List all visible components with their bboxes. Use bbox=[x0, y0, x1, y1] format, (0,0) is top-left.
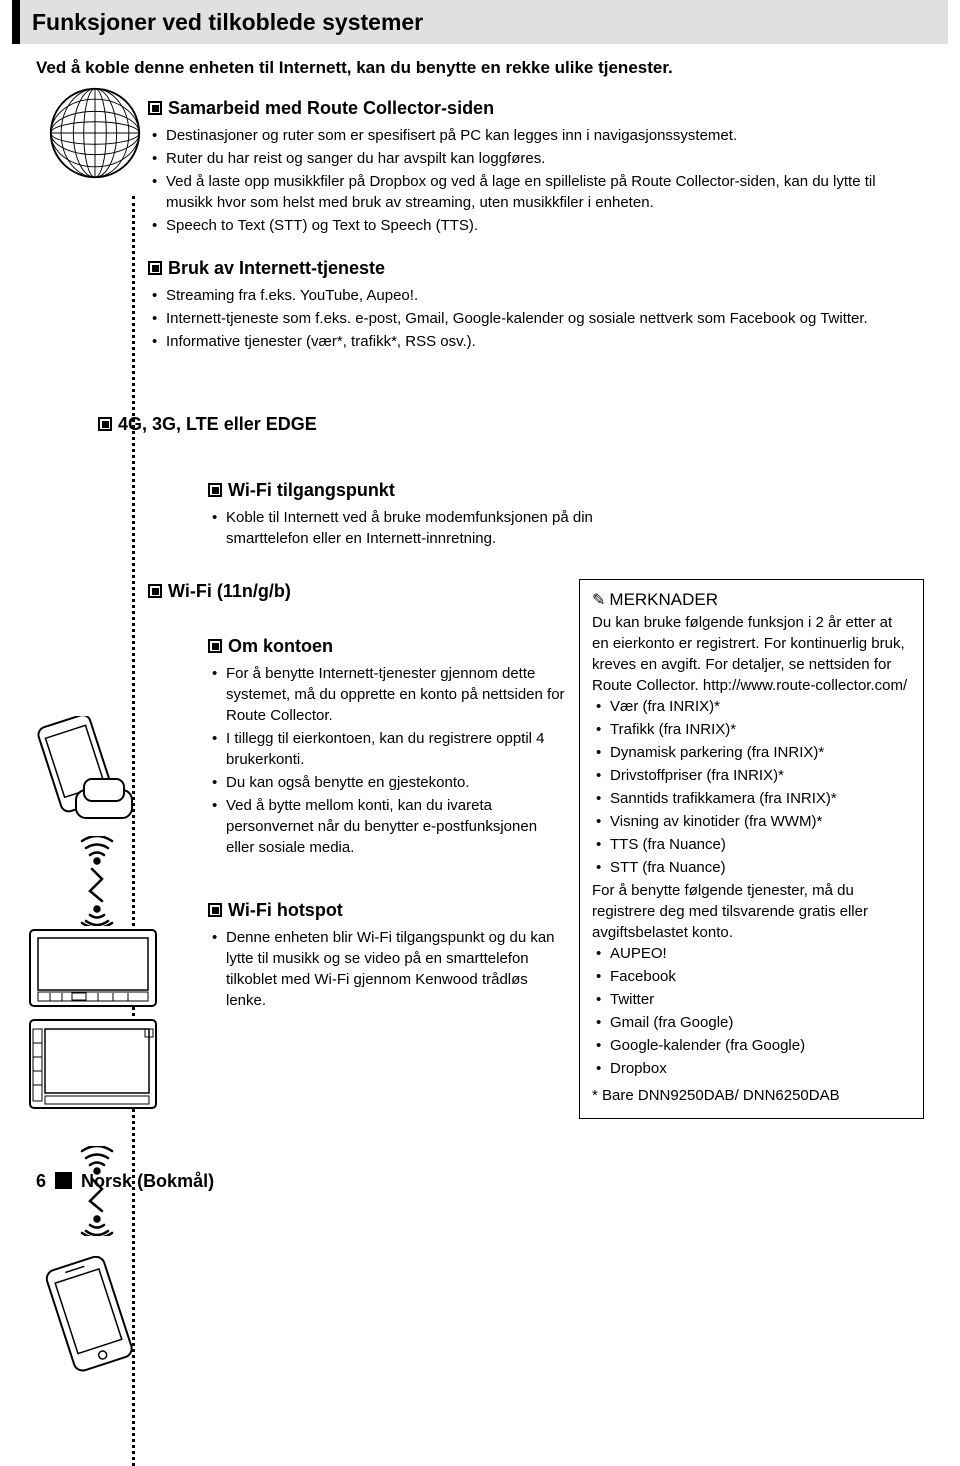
list-item: Google-kalender (fra Google) bbox=[610, 1035, 911, 1056]
list-item: STT (fra Nuance) bbox=[610, 857, 911, 878]
phone-router-icon bbox=[36, 716, 146, 826]
block-marker-icon bbox=[208, 639, 222, 653]
collab-heading: Samarbeid med Route Collector-siden bbox=[168, 98, 494, 118]
list-item: Dropbox bbox=[610, 1058, 911, 1079]
block-marker-icon bbox=[98, 417, 112, 431]
section-collab: Samarbeid med Route Collector-siden Dest… bbox=[148, 96, 924, 236]
list-item: Ved å bytte mellom konti, kan du ivareta… bbox=[226, 795, 569, 858]
list-item: Streaming fra f.eks. YouTube, Aupeo!. bbox=[166, 285, 924, 306]
list-item: Destinasjoner og ruter som er spesifiser… bbox=[166, 125, 924, 146]
list-item: Dynamisk parkering (fra INRIX)* bbox=[610, 742, 911, 763]
list-item: Twitter bbox=[610, 989, 911, 1010]
block-marker-icon bbox=[208, 483, 222, 497]
wifi-signal-icon bbox=[72, 836, 122, 926]
net4g-heading: 4G, 3G, LTE eller EDGE bbox=[118, 414, 317, 434]
list-item: Speech to Text (STT) og Text to Speech (… bbox=[166, 215, 924, 236]
notes-mid: For å benytte følgende tjenester, må du … bbox=[592, 880, 911, 943]
list-item: Vær (fra INRIX)* bbox=[610, 696, 911, 717]
footer-marker-icon bbox=[55, 1172, 72, 1189]
block-marker-icon bbox=[148, 261, 162, 275]
main-content: Samarbeid med Route Collector-siden Dest… bbox=[48, 96, 924, 1119]
wifiap-heading: Wi-Fi tilgangspunkt bbox=[228, 480, 395, 500]
list-item: Ved å laste opp musikkfiler på Dropbox o… bbox=[166, 171, 924, 213]
list-item: Visning av kinotider (fra WWM)* bbox=[610, 811, 911, 832]
account-heading: Om kontoen bbox=[228, 636, 333, 656]
hotspot-heading: Wi-Fi hotspot bbox=[228, 900, 343, 920]
wifi-signal-icon bbox=[72, 1146, 122, 1236]
section-hotspot: Wi-Fi hotspot Denne enheten blir Wi-Fi t… bbox=[208, 898, 569, 1011]
section-account: Om kontoen For å benytte Internett-tjene… bbox=[208, 634, 569, 858]
pencil-icon: ✎ bbox=[592, 590, 605, 612]
list-item: Denne enheten blir Wi-Fi tilgangspunkt o… bbox=[226, 927, 569, 1011]
list-item: Drivstoffpriser (fra INRIX)* bbox=[610, 765, 911, 786]
list-item: Ruter du har reist og sanger du har avsp… bbox=[166, 148, 924, 169]
list-item: Informative tjenester (vær*, trafikk*, R… bbox=[166, 331, 924, 352]
intro-text: Ved å koble denne enheten til Internett,… bbox=[36, 56, 924, 80]
notes-intro: Du kan bruke følgende funksjon i 2 år et… bbox=[592, 612, 911, 696]
block-marker-icon bbox=[148, 101, 162, 115]
section-internet: Bruk av Internett-tjeneste Streaming fra… bbox=[148, 256, 924, 352]
section-wifi-band: Wi-Fi (11n/g/b) bbox=[148, 579, 569, 604]
list-item: Du kan også benytte en gjestekonto. bbox=[226, 772, 569, 793]
list-item: Internett-tjeneste som f.eks. e-post, Gm… bbox=[166, 308, 924, 329]
section-4g: 4G, 3G, LTE eller EDGE bbox=[98, 412, 924, 437]
internet-heading: Bruk av Internett-tjeneste bbox=[168, 258, 385, 278]
list-item: TTS (fra Nuance) bbox=[610, 834, 911, 855]
section-wifi-ap: Wi-Fi tilgangspunkt Koble til Internett … bbox=[208, 478, 608, 549]
headunit-icon bbox=[28, 926, 158, 1116]
page-number: 6 bbox=[36, 1171, 46, 1191]
list-item: AUPEO! bbox=[610, 943, 911, 964]
list-item: Trafikk (fra INRIX)* bbox=[610, 719, 911, 740]
list-item: For å benytte Internett-tjenester gjenno… bbox=[226, 663, 569, 726]
wifiband-heading: Wi-Fi (11n/g/b) bbox=[168, 581, 291, 601]
list-item: I tillegg til eierkontoen, kan du regist… bbox=[226, 728, 569, 770]
list-item: Sanntids trafikkamera (fra INRIX)* bbox=[610, 788, 911, 809]
notes-box: ✎MERKNADER Du kan bruke følgende funksjo… bbox=[579, 579, 924, 1119]
page-title: Funksjoner ved tilkoblede systemer bbox=[12, 0, 948, 44]
notes-heading: MERKNADER bbox=[609, 590, 718, 609]
block-marker-icon bbox=[208, 903, 222, 917]
list-item: Koble til Internett ved å bruke modemfun… bbox=[226, 507, 608, 549]
page-footer: 6 Norsk (Bokmål) bbox=[36, 1169, 960, 1194]
list-item: Facebook bbox=[610, 966, 911, 987]
smartphone-icon bbox=[40, 1256, 140, 1376]
list-item: Gmail (fra Google) bbox=[610, 1012, 911, 1033]
block-marker-icon bbox=[148, 584, 162, 598]
notes-footnote: * Bare DNN9250DAB/ DNN6250DAB bbox=[592, 1085, 911, 1106]
globe-icon bbox=[48, 86, 142, 180]
